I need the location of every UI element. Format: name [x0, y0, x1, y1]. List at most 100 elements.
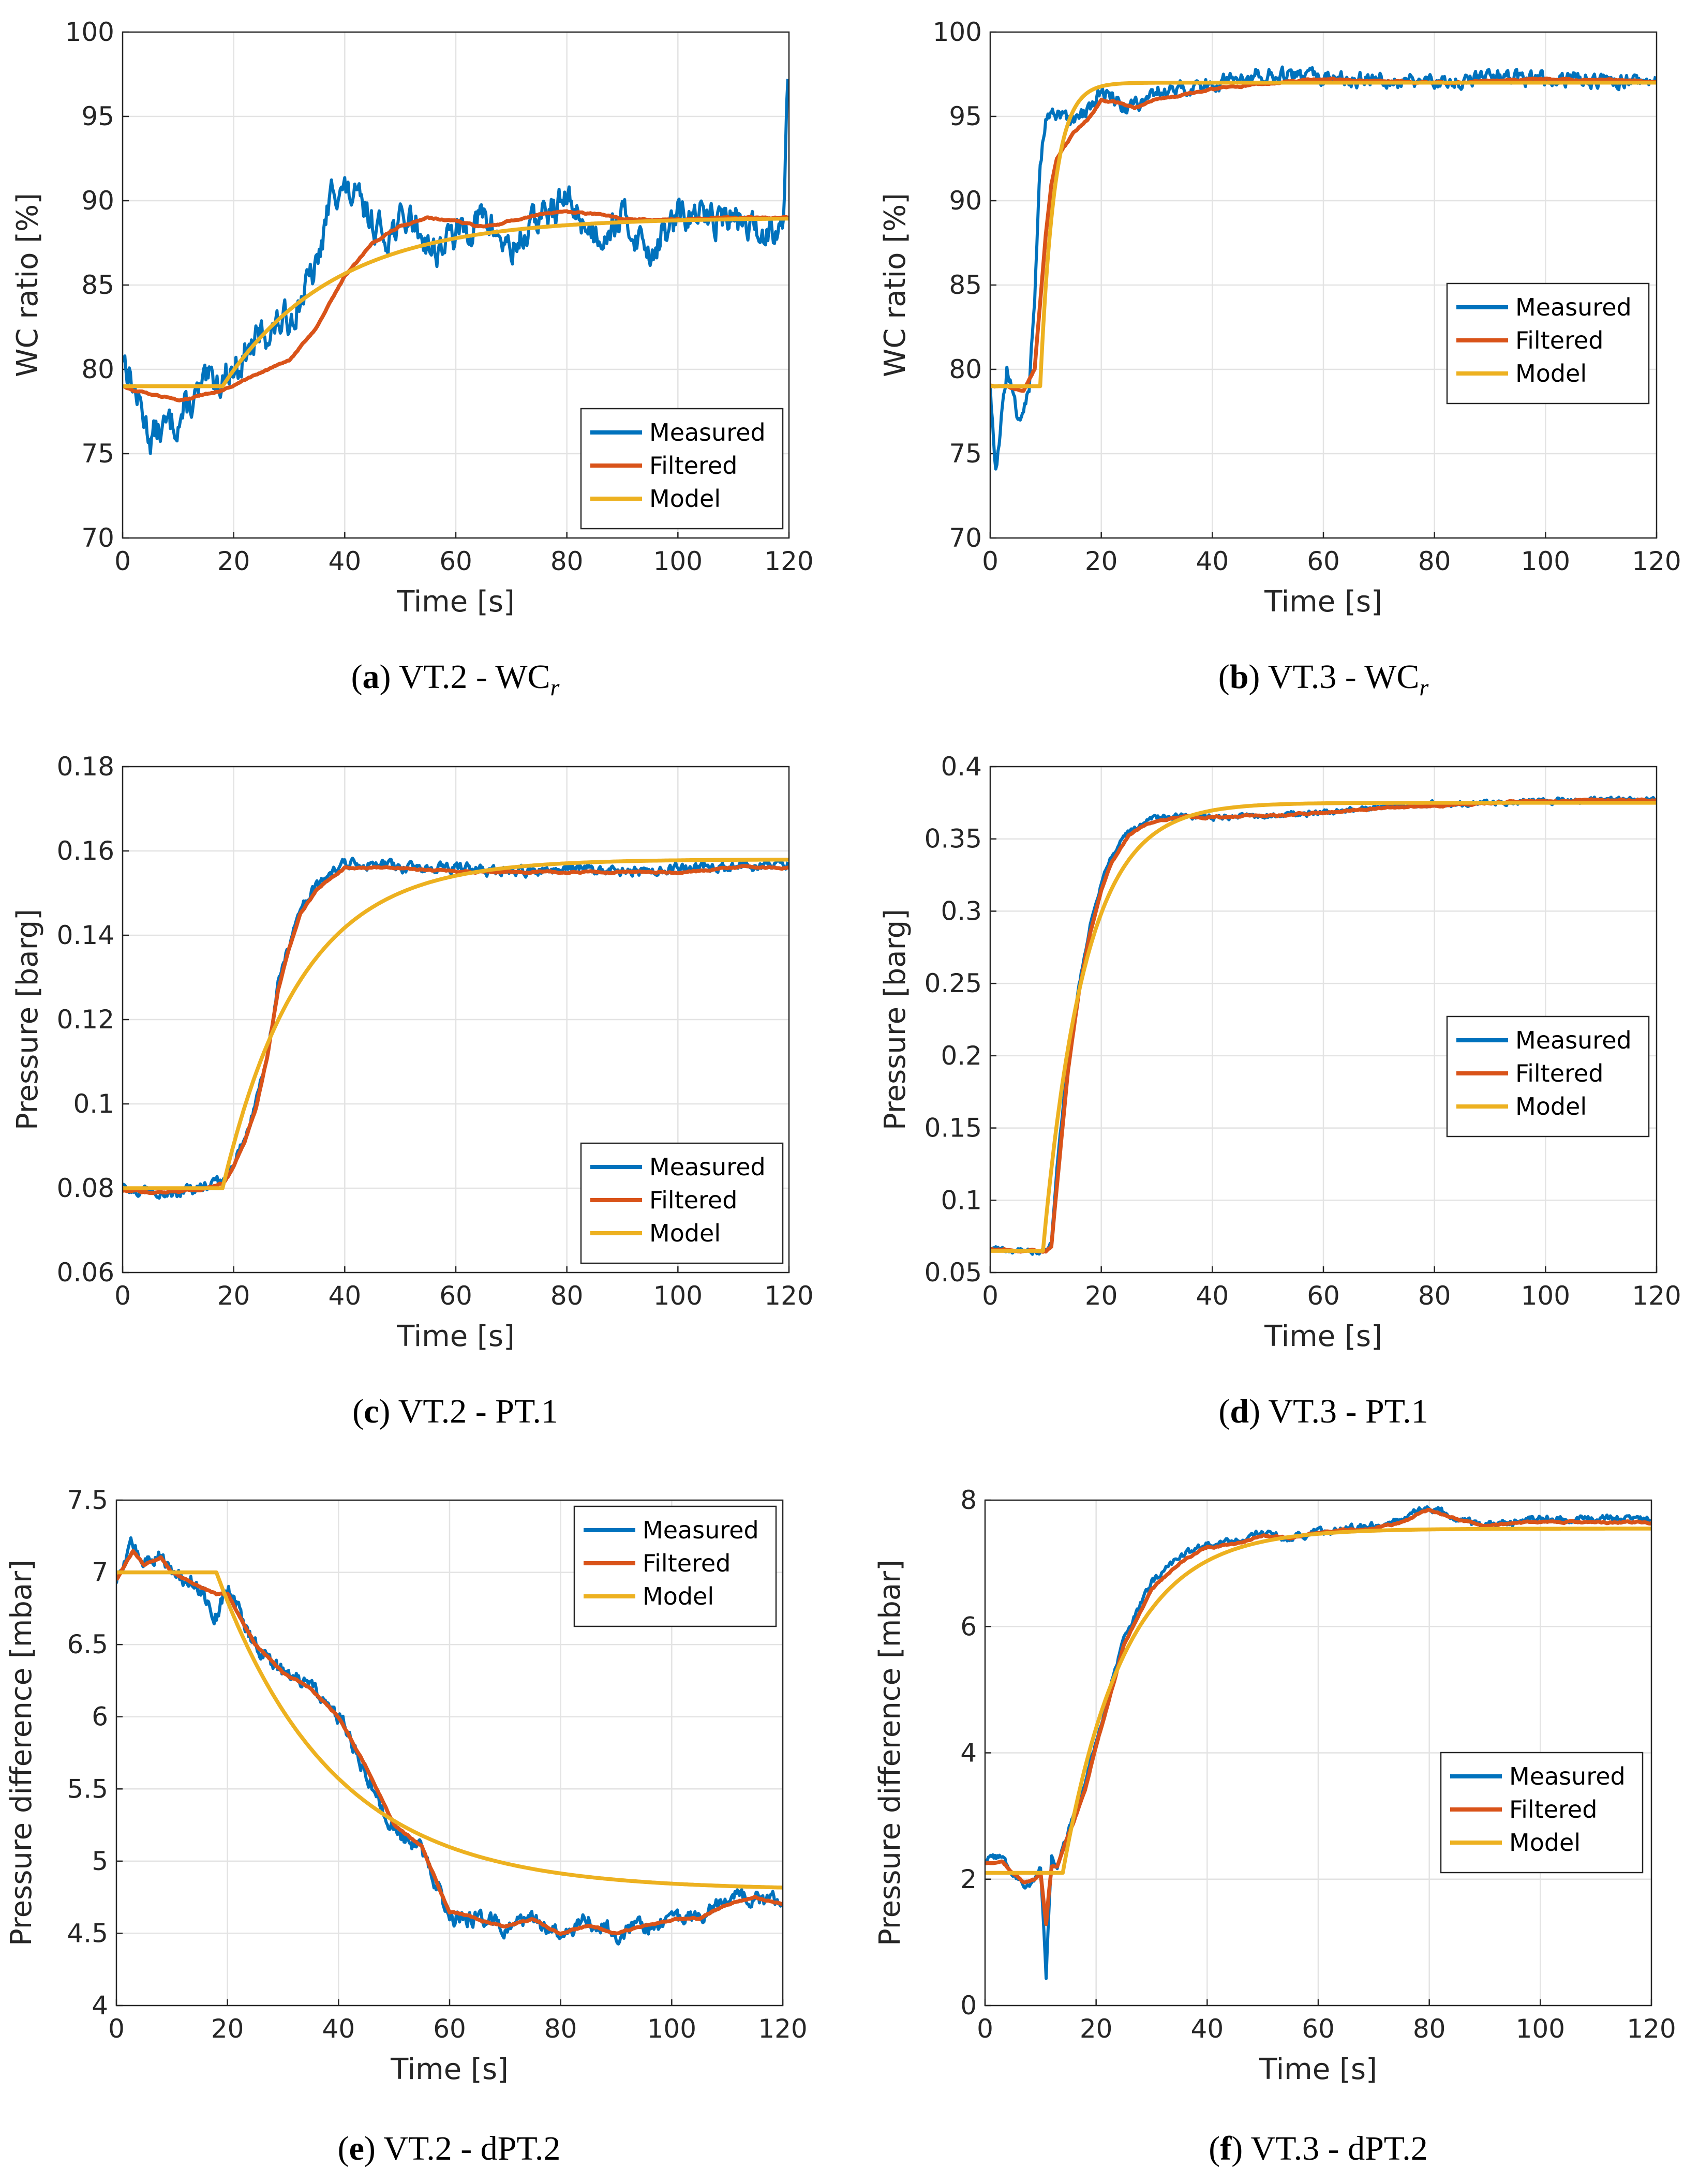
y-tick-label: 75	[81, 439, 114, 469]
legend-label-model: Model	[1509, 1829, 1581, 1857]
x-tick-label: 60	[1307, 546, 1340, 576]
y-tick-label: 8	[960, 1485, 977, 1515]
caption-letter: e	[349, 2130, 364, 2167]
x-tick-label: 40	[329, 1281, 362, 1311]
caption-text: VT.2 - WC	[399, 658, 550, 696]
x-axis-label: Time [s]	[396, 1320, 515, 1353]
caption-paren-open: (	[351, 658, 363, 696]
y-tick-label: 0.05	[925, 1258, 982, 1288]
legend-label-model: Model	[649, 1219, 721, 1247]
y-tick-label: 5	[92, 1846, 108, 1876]
x-axis-label: Time [s]	[1264, 585, 1382, 619]
caption-paren-open: (	[352, 1393, 364, 1430]
y-tick-label: 0	[960, 1991, 977, 2021]
y-tick-label: 0.4	[941, 752, 982, 782]
y-tick-label: 70	[81, 523, 114, 553]
y-tick-label: 95	[949, 101, 982, 131]
x-tick-label: 40	[322, 2014, 355, 2044]
y-tick-label: 0.25	[925, 968, 982, 998]
legend-label-filtered: Filtered	[1509, 1796, 1597, 1823]
y-tick-label: 4.5	[67, 1918, 108, 1948]
caption-paren-close: )	[379, 1393, 398, 1430]
x-tick-label: 100	[1521, 1281, 1570, 1311]
y-tick-label: 80	[949, 354, 982, 384]
y-tick-label: 0.1	[73, 1089, 114, 1119]
legend-box	[1446, 282, 1650, 405]
x-tick-label: 100	[653, 546, 703, 576]
legend-label-model: Model	[643, 1582, 714, 1610]
y-tick-label: 7	[92, 1558, 108, 1588]
caption-paren-open: (	[1218, 1393, 1230, 1430]
x-tick-label: 20	[1085, 546, 1118, 576]
axes-box	[989, 766, 1658, 1274]
x-tick-label: 0	[108, 2014, 125, 2044]
x-tick-label: 100	[647, 2014, 696, 2044]
x-axis-label: Time [s]	[396, 585, 515, 619]
x-axis-label: Time [s]	[390, 2053, 509, 2086]
x-tick-label: 0	[114, 1281, 131, 1311]
y-tick-label: 6	[92, 1702, 108, 1732]
legend: Measured Filtered Model	[1440, 1752, 1644, 1874]
y-tick-label: 2	[960, 1864, 977, 1894]
series-filtered-line	[990, 76, 1657, 393]
y-tick-label: 4	[960, 1738, 977, 1768]
panel-caption: (f) VT.3 - dPT.2	[1209, 2130, 1427, 2167]
x-tick-label: 60	[1307, 1281, 1340, 1311]
y-tick-label: 0.2	[941, 1041, 982, 1071]
x-axis-label: Time [s]	[1264, 1320, 1382, 1353]
y-tick-label: 85	[949, 270, 982, 300]
x-tick-label: 0	[982, 546, 998, 576]
legend-label-measured: Measured	[643, 1516, 759, 1544]
legend: Measured Filtered Model	[580, 408, 784, 530]
x-tick-label: 100	[1516, 2014, 1565, 2044]
legend-label-measured: Measured	[1515, 293, 1632, 321]
x-tick-label: 60	[433, 2014, 466, 2044]
series-model-line	[990, 81, 1657, 388]
x-tick-label: 80	[550, 1281, 584, 1311]
x-tick-label: 100	[653, 1281, 703, 1311]
x-tick-label: 20	[211, 2014, 244, 2044]
panel-b: 0 20 40 60 80 100 120 70 75 80 85 90 95 100 Time [s] WC…	[878, 17, 1681, 700]
y-tick-label: 80	[81, 354, 114, 384]
caption-paren-open: (	[1209, 2130, 1220, 2167]
series-group	[123, 857, 789, 1200]
y-axis-label: WC ratio [%]	[878, 193, 912, 377]
series-model-line	[123, 216, 789, 388]
caption-paren-close: )	[380, 658, 399, 696]
y-tick-label: 95	[81, 101, 114, 131]
legend-box	[573, 1505, 777, 1627]
y-tick-label: 90	[949, 186, 982, 216]
x-tick-label: 60	[439, 546, 472, 576]
caption-text: VT.3 - dPT.2	[1251, 2130, 1428, 2167]
x-tick-label: 0	[977, 2014, 993, 2044]
series-group	[123, 79, 789, 455]
caption-subscript: r	[1419, 674, 1429, 700]
y-tick-label: 0.3	[941, 896, 982, 926]
panel-f: 0 20 40 60 80 100 120 0 2 4 6 8 Time [s] Pressure dif…	[873, 1485, 1676, 2167]
legend-label-measured: Measured	[649, 418, 766, 446]
legend-box	[1440, 1752, 1644, 1874]
series-model-line	[985, 1527, 1651, 1875]
y-tick-label: 70	[949, 523, 982, 553]
series-group	[985, 1505, 1651, 1980]
y-tick-label: 0.16	[57, 836, 114, 866]
caption-letter: c	[364, 1393, 379, 1430]
x-tick-label: 0	[114, 546, 131, 576]
x-tick-label: 120	[764, 1281, 813, 1311]
y-tick-label: 0.06	[57, 1258, 114, 1288]
axes-box	[989, 31, 1658, 539]
y-tick-label: 85	[81, 270, 114, 300]
legend-box	[580, 1142, 784, 1264]
y-tick-label: 0.1	[941, 1185, 982, 1215]
y-tick-label: 6.5	[67, 1629, 108, 1659]
x-tick-label: 0	[982, 1281, 998, 1311]
y-tick-label: 0.08	[57, 1173, 114, 1203]
caption-letter: a	[363, 658, 380, 696]
legend: Measured Filtered Model	[580, 1142, 784, 1264]
panel-caption: (a) VT.2 - WCr	[351, 658, 560, 700]
caption-paren-close: )	[1231, 2130, 1250, 2167]
x-tick-label: 80	[1418, 546, 1451, 576]
caption-paren-close: )	[1249, 1393, 1268, 1430]
y-tick-label: 90	[81, 186, 114, 216]
panel-caption: (d) VT.3 - PT.1	[1218, 1393, 1428, 1430]
